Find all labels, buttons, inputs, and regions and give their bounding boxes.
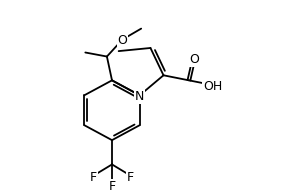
Text: F: F [127,171,134,184]
Text: OH: OH [203,80,222,93]
Text: O: O [117,35,127,47]
Text: N: N [135,90,144,103]
Text: F: F [90,171,97,184]
Text: O: O [189,53,199,66]
Text: F: F [108,180,116,192]
Text: N: N [135,90,144,103]
